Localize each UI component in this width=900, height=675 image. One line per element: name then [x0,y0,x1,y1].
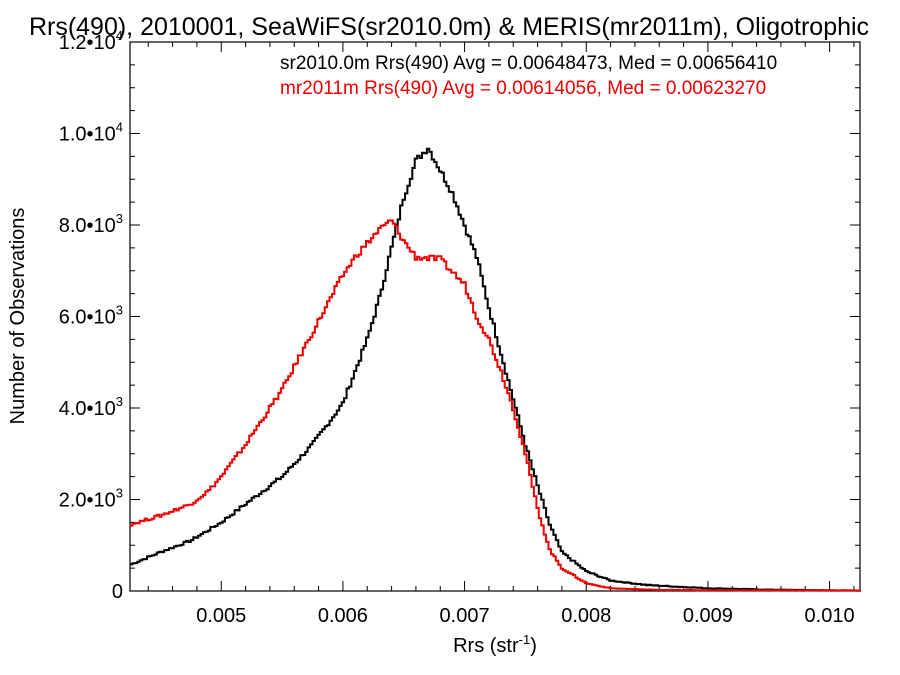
y-tick-exponent: 3 [116,394,123,409]
y-tick-label: 8.0•103 [59,211,123,237]
x-tick-labels: 0.005 0.006 0.007 0.008 0.009 0.010 [196,605,854,627]
series-1-line [130,147,861,592]
y-tick-exponent: 4 [116,28,123,43]
y-tick-exponent: 3 [116,303,123,318]
x-axis-label-main: Rrs (str [453,635,519,657]
x-tick-label: 0.006 [318,605,368,627]
y-tick-mantissa: 1.0•10 [59,124,116,146]
y-tick-labels: 02.0•1034.0•1036.0•1038.0•1031.0•1041.2•… [59,28,123,603]
x-tick-label: 0.010 [805,605,855,627]
chart-title: Rrs(490), 2010001, SeaWiFS(sr2010.0m) & … [29,13,869,41]
y-tick-label: 2.0•103 [59,486,123,512]
x-tick-label: 0.007 [440,605,490,627]
y-tick-mantissa: 8.0•10 [59,215,116,237]
y-tick-mantissa: 0 [112,581,123,603]
y-tick-label: 6.0•103 [59,303,123,329]
x-axis-label-exponent: -1 [519,632,531,647]
y-tick-exponent: 3 [116,486,123,501]
y-tick-mantissa: 2.0•10 [59,490,116,512]
y-tick-mantissa: 6.0•10 [59,307,116,329]
annotation-series-2: mr2011m Rrs(490) Avg = 0.00614056, Med =… [280,78,766,99]
x-tick-label: 0.008 [561,605,611,627]
y-tick-label: 1.2•104 [59,28,123,54]
y-tick-exponent: 4 [116,120,123,135]
x-tick-label: 0.009 [683,605,733,627]
y-tick-mantissa: 1.2•10 [59,32,116,54]
y-tick-exponent: 3 [116,211,123,226]
series-lines [130,147,861,592]
y-tick-mantissa: 4.0•10 [59,398,116,420]
y-tick-label: 4.0•103 [59,394,123,420]
x-tick-label: 0.005 [196,605,246,627]
annotation-series-1: sr2010.0m Rrs(490) Avg = 0.00648473, Med… [280,53,777,74]
y-tick-label: 1.0•104 [59,120,123,146]
x-axis-label-close: ) [530,635,537,657]
y-tick-label: 0 [112,581,123,603]
axis-ticks [130,41,860,592]
y-axis-label: Number of Observations [7,208,29,425]
series-2-line [130,219,860,592]
x-axis-label: Rrs (str-1) [453,632,537,657]
